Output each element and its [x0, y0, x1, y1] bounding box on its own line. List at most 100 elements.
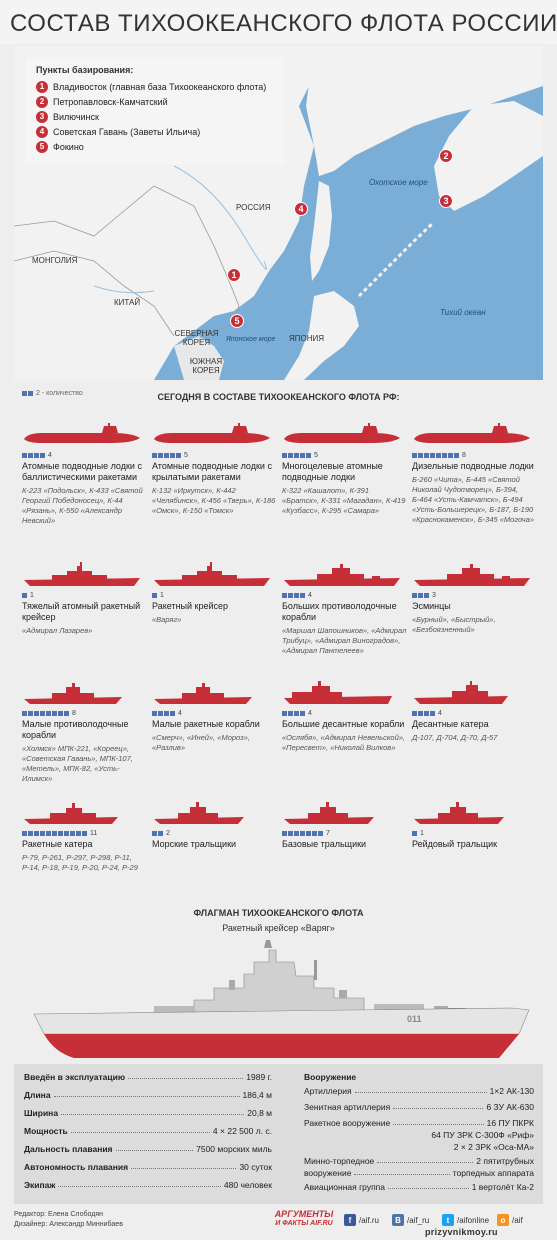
count-square — [282, 452, 287, 458]
armament-title: Вооружение — [304, 1072, 357, 1082]
odnoklassniki-icon: о — [497, 1214, 509, 1226]
social-link[interactable]: f/aif.ru — [344, 1214, 379, 1226]
count-square — [294, 452, 299, 458]
hull-number: 011 — [407, 1014, 422, 1024]
armament-row: Ракетное вооружение 16 ПУ ПКРК — [304, 1118, 534, 1128]
count-square — [152, 452, 157, 458]
ship-names-list: К-132 «Иркутск», К-442 «Челябинск», К-45… — [152, 486, 276, 515]
aif-logo: АРГУМЕНТЫ И ФАКТЫ AIF.RU — [269, 1210, 339, 1228]
count-number: 4 — [308, 709, 312, 717]
armament-row: Артиллерия 1×2 АК-130 — [304, 1086, 534, 1096]
base-marker-4[interactable]: 4 — [294, 202, 308, 216]
count-number: 4 — [308, 591, 312, 599]
ship-names-list: «Ослябя», «Адмирал Невельской», «Пересве… — [282, 733, 405, 752]
ship-count: 7 — [282, 829, 407, 837]
ship-class-card: 4 Малые ракетные корабли «Смерч», «Иней», … — [152, 680, 277, 753]
ship-class-name: Атомные подводные лодки с баллистическим… — [22, 461, 142, 482]
armament-value: 2 пятитрубных — [476, 1156, 534, 1166]
submarine-icon — [22, 422, 147, 448]
armament-value: 1 вертолёт Ка-2 — [471, 1182, 534, 1192]
count-number: 2 — [166, 829, 170, 837]
count-square — [300, 592, 305, 598]
ship-count: 5 — [152, 451, 277, 459]
flagship-title: ФЛАГМАН ТИХООКЕАНСКОГО ФЛОТА — [193, 908, 364, 918]
flagship-subtitle: Ракетный крейсер «Варяг» — [222, 923, 335, 933]
leader-dots — [354, 1168, 450, 1175]
base-number-badge: 2 — [36, 95, 48, 108]
ship-class-card: 1 Тяжелый атомный ракетный крейсер «Адмира… — [22, 562, 147, 636]
page-title: СОСТАВ ТИХООКЕАНСКОГО ФЛОТА РОССИИ — [0, 0, 557, 44]
base-marker-1[interactable]: 1 — [227, 268, 241, 282]
armament-value: 1×2 АК-130 — [489, 1086, 534, 1096]
designer-credit: Дизайнер: Александр Миннибаев — [14, 1221, 123, 1228]
count-square — [158, 710, 163, 716]
minesweeper-icon — [152, 800, 277, 826]
count-number: 5 — [314, 451, 318, 459]
minesweeper-icon — [412, 800, 537, 826]
count-number: 3 — [432, 591, 436, 599]
ship-names-list: «Холмск» МПК-221, «Кореец», «Советская Г… — [22, 744, 133, 783]
leader-dots — [61, 1108, 245, 1115]
submarine-icon — [412, 422, 537, 448]
ship-names-list: «Смерч», «Иней», «Мороз», «Разлив» — [152, 733, 250, 752]
armament-label: Артиллерия — [304, 1086, 352, 1096]
base-marker-3[interactable]: 3 — [439, 194, 453, 208]
count-square — [58, 830, 63, 836]
ship-count: 4 — [22, 451, 147, 459]
social-link[interactable]: В/aif_ru — [392, 1214, 429, 1226]
ship-class-card: 8 Дизельные подводные лодки Б-260 «Чита», … — [412, 422, 537, 525]
legend-label: Фокино — [53, 141, 84, 152]
count-square — [300, 710, 305, 716]
leader-dots — [377, 1156, 474, 1163]
spec-row: Ширина 20,8 м — [24, 1108, 272, 1118]
count-square — [22, 710, 27, 716]
ship-count: 8 — [22, 709, 147, 717]
spec-value: 30 суток — [239, 1162, 272, 1172]
count-square — [152, 830, 157, 836]
count-square — [52, 830, 57, 836]
ship-count: 1 — [412, 829, 537, 837]
ship-class-name: Ракетные катера — [22, 839, 93, 849]
ship-class-name: Базовые тральщики — [282, 839, 367, 849]
count-square — [28, 710, 33, 716]
count-square — [424, 452, 429, 458]
legend-item: 4 Советская Гавань (Заветы Ильича) — [36, 124, 274, 139]
ship-class-card: 4 Десантные катера Д-107, Д-704, Д-70, Д-5… — [412, 680, 537, 743]
count-square — [46, 830, 51, 836]
ship-names-list: «Маршал Шапошников», «Адмирал Трибуц», «… — [282, 626, 407, 655]
base-marker-2[interactable]: 2 — [439, 149, 453, 163]
legend-label: Вилючинск — [53, 111, 99, 122]
ship-class-name: Малые противолодочные корабли — [22, 719, 129, 740]
count-square — [418, 710, 423, 716]
count-number: 4 — [438, 709, 442, 717]
spec-label: Ширина — [24, 1108, 59, 1118]
label-russia: РОССИЯ — [236, 203, 271, 212]
social-link[interactable]: о/aif — [497, 1214, 523, 1226]
count-square — [22, 830, 27, 836]
count-square — [158, 830, 163, 836]
ship-names-list: «Адмирал Лазарев» — [22, 626, 93, 635]
label-okhotsk-sea: Охотское море — [369, 178, 428, 187]
ship-class-name: Многоцелевые атомные подводные лодки — [282, 461, 383, 482]
count-square — [430, 452, 435, 458]
count-square — [300, 452, 305, 458]
ship-count: 1 — [22, 591, 147, 599]
base-map: Пункты базирования: 1 Владивосток (главна… — [14, 46, 543, 380]
count-square — [58, 710, 63, 716]
ship-class-card: 8 Малые противолодочные корабли «Холмск» М… — [22, 680, 147, 784]
legend-title: Пункты базирования: — [36, 65, 134, 75]
count-square — [34, 710, 39, 716]
count-square — [448, 452, 453, 458]
armament-value: 6 ЗУ АК-630 — [486, 1102, 534, 1112]
social-link[interactable]: t/aifonline — [442, 1214, 489, 1226]
destroyer-icon — [412, 562, 537, 588]
count-square — [294, 830, 299, 836]
ship-names-list: К-322 «Кашалот», К-391 «Братск», К-331 «… — [282, 486, 406, 515]
count-square — [306, 452, 311, 458]
logo-line: И ФАКТЫ AIF.RU — [275, 1220, 333, 1227]
base-marker-5[interactable]: 5 — [230, 314, 244, 328]
spec-row: Введён в эксплуатацию 1989 г. — [24, 1072, 272, 1082]
count-square — [70, 830, 75, 836]
ship-class-card: 11 Ракетные катера Р-79, Р-261, Р-297, Р-2… — [22, 800, 147, 873]
spec-value: 4 × 22 500 л. с. — [212, 1126, 272, 1136]
